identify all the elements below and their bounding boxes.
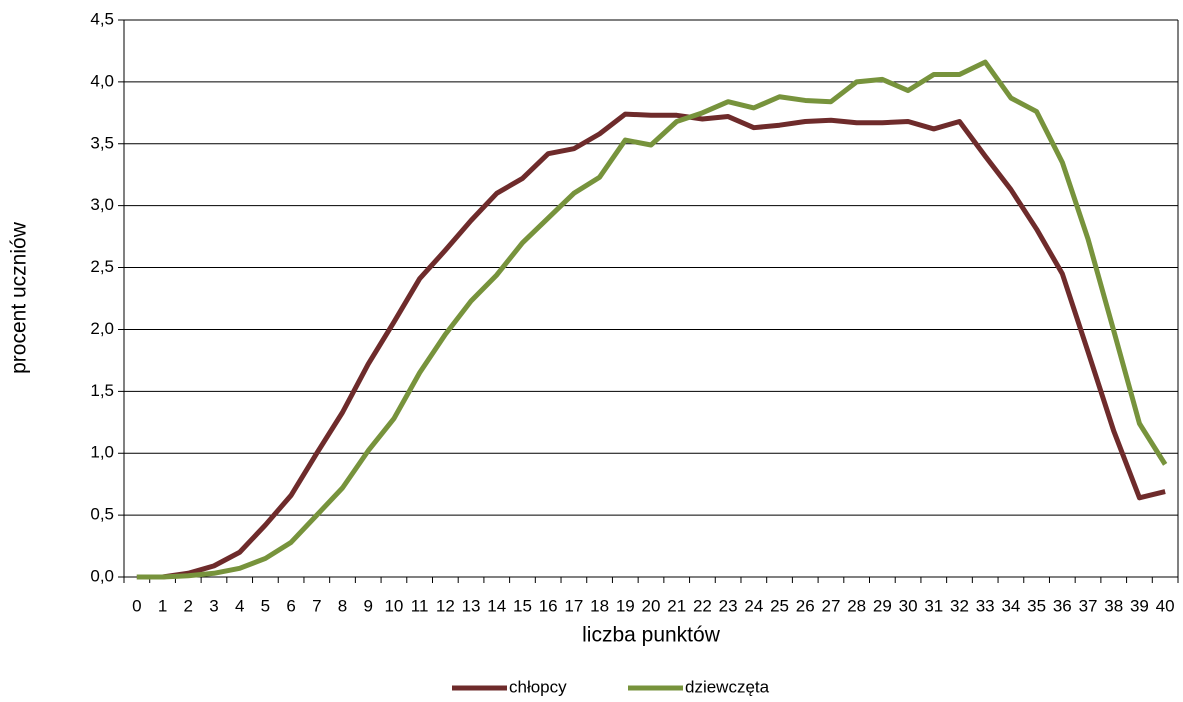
x-tick-label: 39 xyxy=(1130,596,1149,615)
x-tick-label: 35 xyxy=(1027,596,1046,615)
x-tick-label: 7 xyxy=(312,596,321,615)
x-tick-label: 30 xyxy=(899,596,918,615)
x-tick-label: 9 xyxy=(363,596,372,615)
x-tick-label: 6 xyxy=(286,596,295,615)
x-tick-label: 1 xyxy=(158,596,167,615)
x-tick-label: 0 xyxy=(132,596,141,615)
x-tick-label: 10 xyxy=(384,596,403,615)
y-tick-label: 0,0 xyxy=(90,566,114,585)
x-tick-label: 11 xyxy=(411,596,429,615)
x-tick-label: 12 xyxy=(436,596,455,615)
x-tick-label: 2 xyxy=(184,596,193,615)
x-tick-label: 34 xyxy=(1001,596,1020,615)
x-tick-label: 37 xyxy=(1079,596,1098,615)
x-tick-label: 32 xyxy=(950,596,969,615)
x-tick-label: 16 xyxy=(539,596,558,615)
y-tick-label: 4,0 xyxy=(90,71,114,90)
x-tick-label: 38 xyxy=(1104,596,1123,615)
y-tick-label: 3,0 xyxy=(90,195,114,214)
y-axis-title: procent uczniów xyxy=(8,221,31,374)
x-tick-label: 21 xyxy=(667,596,686,615)
series-line xyxy=(136,59,1168,580)
x-tick-label: 22 xyxy=(693,596,712,615)
x-tick-label: 23 xyxy=(719,596,738,615)
x-tick-label: 26 xyxy=(796,596,815,615)
x-tick-label: 28 xyxy=(847,596,866,615)
x-tick-label: 17 xyxy=(564,596,583,615)
x-tick-label: 24 xyxy=(744,596,763,615)
x-tick-label: 40 xyxy=(1156,596,1175,615)
x-tick-label: 5 xyxy=(261,596,270,615)
y-tick-label: 3,5 xyxy=(90,133,114,152)
x-tick-label: 8 xyxy=(338,596,347,615)
y-tick-label: 1,5 xyxy=(90,381,114,400)
x-tick-label: 18 xyxy=(590,596,609,615)
x-tick-label: 33 xyxy=(976,596,995,615)
y-tick-label: 2,0 xyxy=(90,319,114,338)
x-axis-title: liczba punktów xyxy=(582,624,721,647)
y-tick-label: 0,5 xyxy=(90,505,114,524)
x-tick-label: 3 xyxy=(209,596,218,615)
x-tick-label: 20 xyxy=(642,596,661,615)
x-tick-label: 15 xyxy=(513,596,532,615)
legend-label: dziewczęta xyxy=(685,677,770,696)
x-tick-label: 19 xyxy=(616,596,635,615)
x-tick-label: 25 xyxy=(770,596,789,615)
x-tick-label: 14 xyxy=(487,596,506,615)
x-tick-label: 4 xyxy=(235,596,244,615)
y-tick-label: 4,5 xyxy=(90,9,114,28)
x-tick-label: 31 xyxy=(924,596,943,615)
series-line xyxy=(136,111,1166,580)
x-tick-label: 27 xyxy=(821,596,840,615)
x-tick-label: 13 xyxy=(462,596,481,615)
y-tick-label: 2,5 xyxy=(90,257,114,276)
x-tick-label: 29 xyxy=(873,596,892,615)
y-tick-label: 1,0 xyxy=(90,443,114,462)
legend-label: chłopcy xyxy=(509,677,567,696)
x-tick-label: 36 xyxy=(1053,596,1072,615)
